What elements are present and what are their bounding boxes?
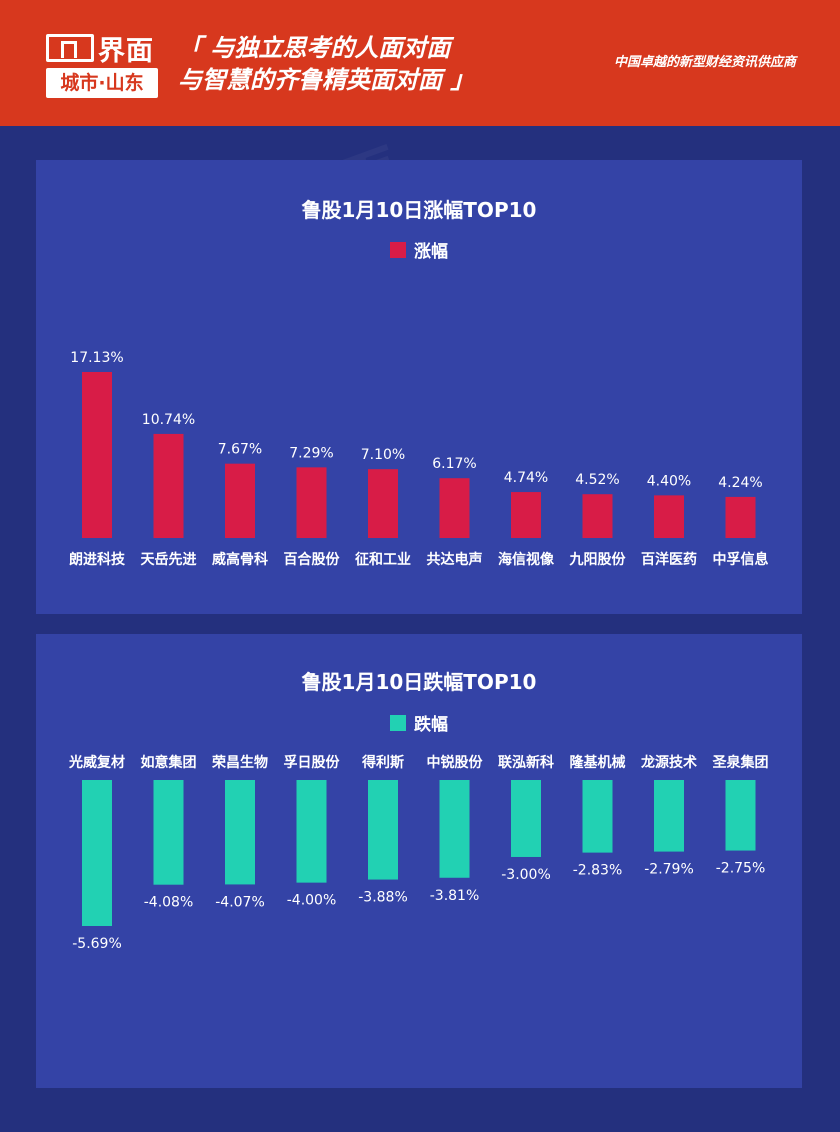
gain-chart-panel: 鲁股1月10日涨幅TOP10 涨幅 17.13% 朗进科技 10.74% 天岳先进 7.…: [36, 160, 802, 614]
loss-legend-swatch: [390, 714, 406, 731]
loss-legend-label: 跌幅: [414, 715, 448, 735]
gain-value-label: 6.17%: [432, 456, 476, 472]
loss-category-label: 光威复材: [68, 754, 125, 771]
gain-category-label: 朗进科技: [69, 551, 126, 568]
gain-bar: [296, 467, 327, 538]
loss-bar: [725, 780, 756, 851]
loss-bar: [439, 780, 470, 878]
brand-logo: 界面 城市·山东: [46, 32, 158, 98]
gain-bar: [582, 494, 613, 538]
gain-bar: [511, 492, 541, 538]
loss-value-label: -3.88%: [358, 890, 408, 906]
loss-category-label: 得利斯: [361, 754, 404, 771]
gain-bar: [654, 495, 684, 538]
gain-category-label: 共达电声: [427, 551, 483, 568]
gain-bar-chart: 17.13% 朗进科技 10.74% 天岳先进 7.67% 威高骨科 7.29% 百合股份 7.…: [69, 350, 769, 568]
loss-value-label: -4.00%: [287, 893, 337, 909]
gain-value-label: 4.24%: [718, 475, 762, 491]
loss-value-label: -4.07%: [215, 894, 265, 910]
gain-bar: [725, 496, 756, 538]
logo-name: 界面: [98, 35, 154, 67]
loss-bar: [368, 780, 398, 880]
loss-category-label: 隆基机械: [570, 754, 626, 771]
gain-bar: [82, 372, 112, 538]
gain-legend-label: 涨幅: [414, 242, 448, 262]
loss-value-label: -2.75%: [716, 861, 766, 877]
gain-value-label: 7.67%: [218, 442, 262, 458]
gain-value-label: 17.13%: [70, 350, 123, 366]
gain-legend-swatch: [390, 241, 406, 258]
loss-value-label: -2.83%: [573, 863, 623, 879]
loss-bar: [225, 780, 255, 885]
gain-category-label: 征和工业: [355, 551, 411, 568]
gain-category-label: 威高骨科: [212, 551, 268, 568]
loss-category-label: 圣泉集团: [712, 754, 769, 771]
loss-chart-panel: 鲁股1月10日跌幅TOP10 跌幅 光威复材 -5.69% 如意集团 -4.08% 荣昌…: [36, 634, 802, 1088]
gain-category-label: 百洋医药: [641, 551, 697, 568]
loss-value-label: -2.79%: [644, 862, 694, 878]
gain-chart-title: 鲁股1月10日涨幅TOP10: [301, 198, 537, 222]
gain-category-label: 海信视像: [498, 551, 555, 568]
gain-value-label: 7.29%: [289, 445, 333, 461]
loss-bar: [654, 780, 684, 852]
loss-value-label: -5.69%: [72, 936, 122, 952]
jiemian-logo-icon: [46, 34, 94, 62]
gain-category-label: 九阳股份: [569, 551, 627, 568]
gain-value-label: 4.40%: [647, 473, 691, 489]
gain-category-label: 天岳先进: [141, 551, 197, 568]
loss-bar: [511, 780, 541, 857]
slogan-line-2: 与智慧的齐鲁精英面对面 」: [178, 66, 475, 94]
loss-category-label: 荣昌生物: [211, 754, 268, 771]
gain-bar: [153, 433, 184, 538]
loss-category-label: 如意集团: [141, 754, 197, 771]
loss-category-label: 孚日股份: [284, 754, 341, 771]
gain-value-label: 4.74%: [504, 470, 548, 486]
gain-value-label: 10.74%: [142, 412, 195, 428]
slogan-line-1: 「 与独立思考的人面对面: [178, 34, 451, 62]
logo-city: 城市·山东: [46, 68, 158, 98]
loss-bar: [82, 780, 112, 926]
slogan: 「 与独立思考的人面对面 与智慧的齐鲁精英面对面 」: [178, 32, 474, 96]
loss-value-label: -3.00%: [501, 867, 551, 883]
loss-value-label: -3.81%: [430, 888, 480, 904]
loss-category-label: 龙源技术: [640, 754, 697, 771]
loss-bar: [153, 780, 184, 885]
loss-bar: [296, 780, 327, 883]
loss-category-label: 中锐股份: [427, 754, 484, 771]
gain-category-label: 百合股份: [284, 551, 341, 568]
gain-bar: [439, 478, 470, 538]
gain-bar: [368, 469, 398, 538]
gain-bar: [225, 463, 255, 538]
loss-bar-chart: 光威复材 -5.69% 如意集团 -4.08% 荣昌生物 -4.07% 孚日股份 -4.00%…: [68, 754, 769, 952]
loss-bar: [582, 780, 613, 853]
loss-legend: 跌幅: [36, 710, 802, 735]
loss-chart-title: 鲁股1月10日跌幅TOP10: [301, 670, 537, 694]
gain-category-label: 中孚信息: [713, 551, 769, 568]
loss-category-label: 联泓新科: [498, 754, 554, 771]
tagline: 中国卓越的新型财经资讯供应商: [613, 55, 796, 70]
gain-value-label: 7.10%: [361, 447, 405, 463]
header-banner: 界面 城市·山东 「 与独立思考的人面对面 与智慧的齐鲁精英面对面 」 中国卓越…: [0, 0, 840, 126]
gain-value-label: 4.52%: [575, 472, 619, 488]
loss-value-label: -4.08%: [144, 895, 194, 911]
gain-legend: 涨幅: [36, 237, 802, 262]
